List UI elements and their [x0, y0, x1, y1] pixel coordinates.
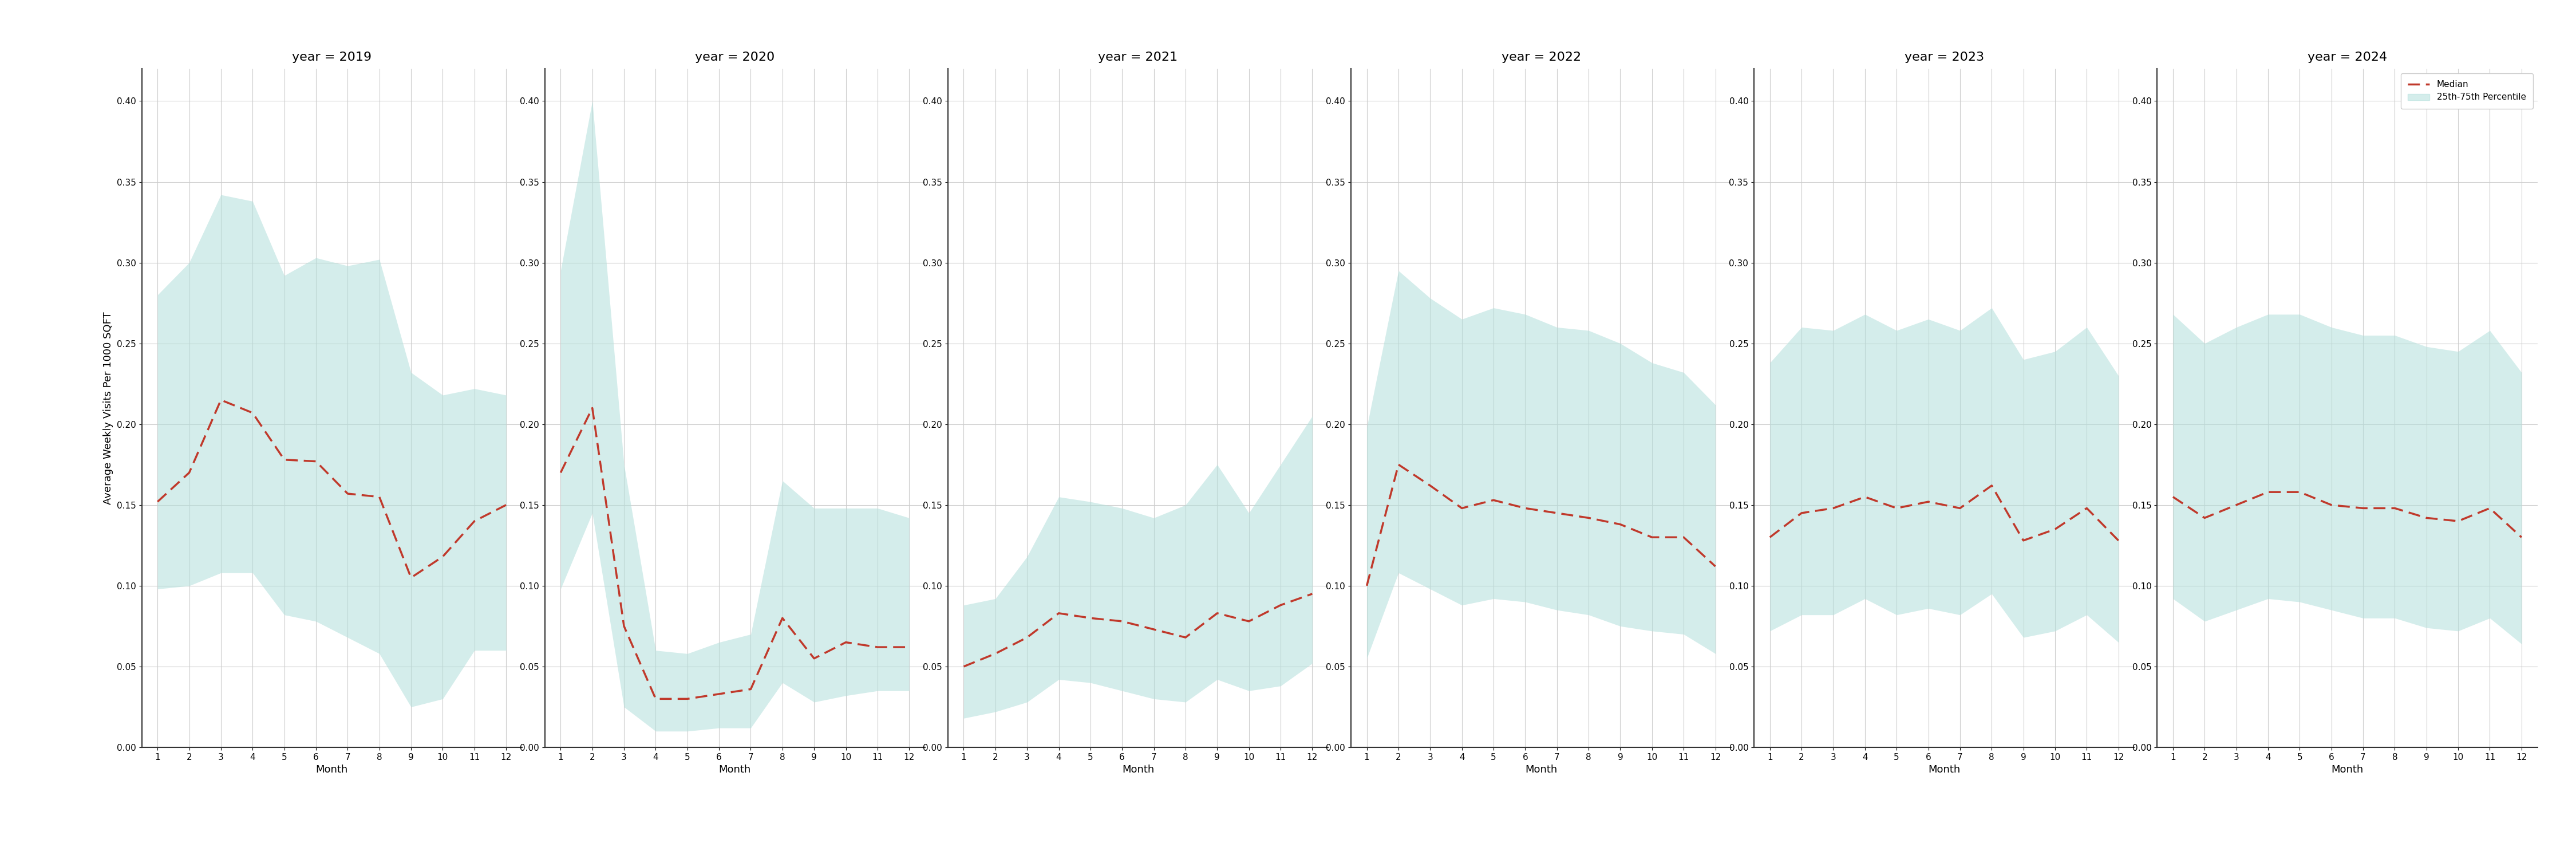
- X-axis label: Month: Month: [1123, 765, 1154, 775]
- Title: year = 2019: year = 2019: [291, 52, 371, 63]
- Y-axis label: Average Weekly Visits Per 1000 SQFT: Average Weekly Visits Per 1000 SQFT: [103, 312, 113, 504]
- Title: year = 2020: year = 2020: [696, 52, 775, 63]
- Title: year = 2021: year = 2021: [1097, 52, 1177, 63]
- Title: year = 2023: year = 2023: [1904, 52, 1984, 63]
- Legend: Median, 25th-75th Percentile: Median, 25th-75th Percentile: [2401, 73, 2532, 108]
- X-axis label: Month: Month: [719, 765, 752, 775]
- X-axis label: Month: Month: [317, 765, 348, 775]
- X-axis label: Month: Month: [2331, 765, 2362, 775]
- Title: year = 2024: year = 2024: [2308, 52, 2388, 63]
- Title: year = 2022: year = 2022: [1502, 52, 1582, 63]
- X-axis label: Month: Month: [1525, 765, 1556, 775]
- X-axis label: Month: Month: [1927, 765, 1960, 775]
